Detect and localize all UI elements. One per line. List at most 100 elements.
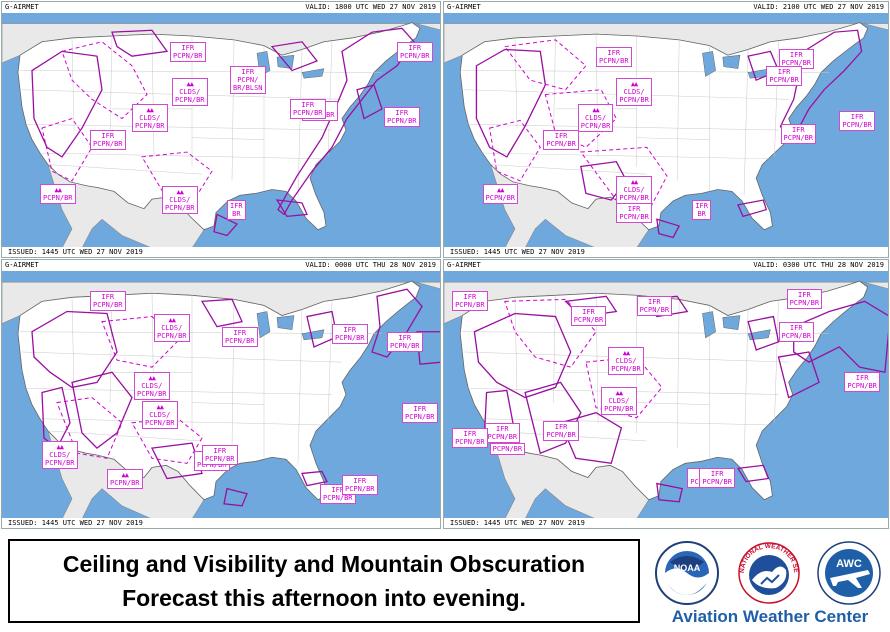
mountain-icon: ▲▲ bbox=[615, 389, 623, 398]
state-border bbox=[482, 152, 769, 160]
product-name: G-AIRMET bbox=[447, 3, 481, 11]
mtn-obscuration-area bbox=[503, 39, 587, 91]
ifr-area bbox=[737, 199, 768, 218]
ifr-area bbox=[656, 482, 683, 503]
airmet-map bbox=[444, 22, 888, 249]
great-lake bbox=[702, 311, 716, 339]
airmet-label-text: CLDS/PCPN/BR bbox=[175, 88, 205, 105]
mountain-icon: ▲▲ bbox=[156, 402, 164, 411]
airmet-label: ▲▲ CLDS/PCPN/BR bbox=[608, 346, 644, 375]
state-border bbox=[774, 41, 779, 157]
panel-0000: G-AIRMET VALID: 0000 UTC THU 28 NOV 2019 I… bbox=[1, 259, 441, 529]
product-name: G-AIRMET bbox=[5, 261, 39, 269]
state-border bbox=[231, 299, 235, 449]
state-border bbox=[25, 124, 333, 131]
caption-line-2: Forecast this afternoon into evening. bbox=[122, 585, 526, 611]
mountain-icon: ▲▲ bbox=[148, 374, 156, 383]
mtn-obscuration-area bbox=[141, 151, 213, 196]
product-name: G-AIRMET bbox=[447, 261, 481, 269]
airmet-label: IFR BR bbox=[227, 200, 246, 221]
airmet-label: ▲▲ CLDS/PCPN/BR bbox=[616, 78, 652, 107]
airmet-label: PCPN/BR bbox=[489, 443, 526, 456]
ifr-area bbox=[270, 41, 319, 72]
caption-box: Ceiling and Visibility and Mountain Obsc… bbox=[8, 539, 640, 623]
panel-footer: ISSUED: 1445 UTC WED 27 NOV 2019 bbox=[444, 247, 888, 257]
ifr-area bbox=[747, 315, 780, 351]
nws-logo-icon: NATIONAL WEATHER SERVICE bbox=[734, 535, 802, 606]
valid-time: VALID: 1800 UTC WED 27 NOV 2019 bbox=[305, 3, 436, 11]
airmet-label-text: PCPN/BR bbox=[110, 479, 140, 488]
mountain-icon: ▲▲ bbox=[497, 185, 504, 194]
panel-header: G-AIRMET VALID: 1800 UTC WED 27 NOV 2019 bbox=[2, 2, 440, 13]
airmet-label-text: CLDS/PCPN/BR bbox=[580, 114, 611, 131]
ifr-area bbox=[416, 331, 440, 365]
ifr-area bbox=[71, 371, 133, 450]
panel-header: G-AIRMET VALID: 2100 UTC WED 27 NOV 2019 bbox=[444, 2, 888, 13]
ifr-area bbox=[473, 312, 572, 399]
airmet-label-text: CLDS/PCPN/BR bbox=[619, 88, 649, 105]
state-border bbox=[47, 430, 203, 442]
mountain-icon: ▲▲ bbox=[146, 106, 154, 115]
airmet-label-text: CLDS/PCPN/BR bbox=[611, 356, 641, 373]
mountain-icon: ▲▲ bbox=[121, 471, 129, 480]
product-name: G-AIRMET bbox=[5, 3, 39, 11]
ifr-area bbox=[31, 310, 118, 389]
mtn-obscuration-area bbox=[101, 316, 178, 368]
noaa-logo-text: NOAA bbox=[674, 563, 701, 573]
state-border bbox=[71, 297, 75, 393]
great-lake bbox=[747, 329, 771, 341]
mtn-obscuration-area bbox=[41, 117, 93, 182]
state-border bbox=[327, 301, 333, 423]
ifr-area bbox=[277, 27, 415, 216]
issued-time: ISSUED: 1445 UTC WED 27 NOV 2019 bbox=[450, 519, 585, 527]
airmet-label: ▲▲ CLDS/PCPN/BR bbox=[601, 387, 637, 416]
state-border bbox=[743, 309, 749, 464]
ifr-area bbox=[275, 199, 308, 218]
state-border bbox=[676, 299, 680, 449]
mtn-obscuration-area bbox=[544, 89, 617, 148]
airmet-label: ▲▲ CLDS/PCPN/BR bbox=[162, 185, 198, 214]
state-border bbox=[191, 137, 265, 140]
great-lake bbox=[256, 311, 271, 339]
ifr-area bbox=[736, 464, 770, 483]
airmet-label-text: IFR BR bbox=[230, 202, 243, 219]
airmet-label: ▲▲ PCPN/BR bbox=[40, 183, 76, 204]
mountain-icon: ▲▲ bbox=[622, 348, 630, 357]
caption-line-1: Ceiling and Visibility and Mountain Obsc… bbox=[62, 551, 586, 577]
airmet-label-text: CLDS/PCPN/BR bbox=[45, 451, 75, 468]
state-border bbox=[774, 301, 779, 423]
ifr-area bbox=[223, 487, 248, 507]
